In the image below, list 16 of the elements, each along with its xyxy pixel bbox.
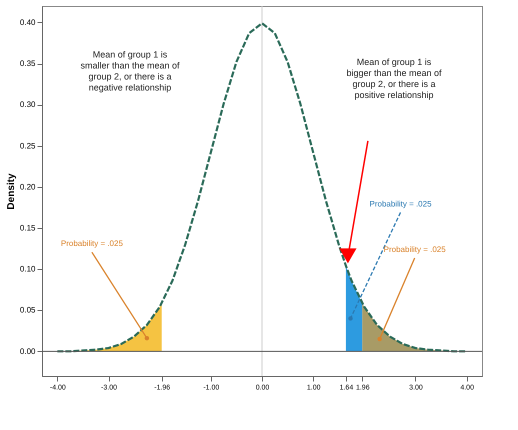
y-tick-label: 0.40	[20, 18, 36, 27]
y-axis-title: Density	[6, 173, 17, 210]
y-tick-label: 0.10	[20, 264, 36, 274]
annotation: Probability = .025	[369, 199, 432, 208]
line-series	[56, 22, 468, 352]
y-tick-label: 0.25	[20, 141, 36, 150]
annotation: Mean of group 1 is smaller than the mean of group 2, or there is a negative relationship	[80, 49, 180, 92]
annotation: Mean of group 1 is bigger than the mean of group 2, or there is a positive relationship	[346, 56, 442, 100]
y-tick-label: 0.05	[20, 306, 36, 315]
annotation: Probability = .025	[384, 245, 446, 254]
y-tick-label: 0.35	[20, 59, 36, 68]
annotation: Probability = .025	[60, 239, 124, 248]
y-tick-label: 0.00	[20, 346, 36, 356]
y-tick-label: 0.30	[20, 100, 36, 110]
y-tick-label: 0.20	[20, 182, 36, 192]
y-tick-label: 0.15	[20, 224, 36, 232]
